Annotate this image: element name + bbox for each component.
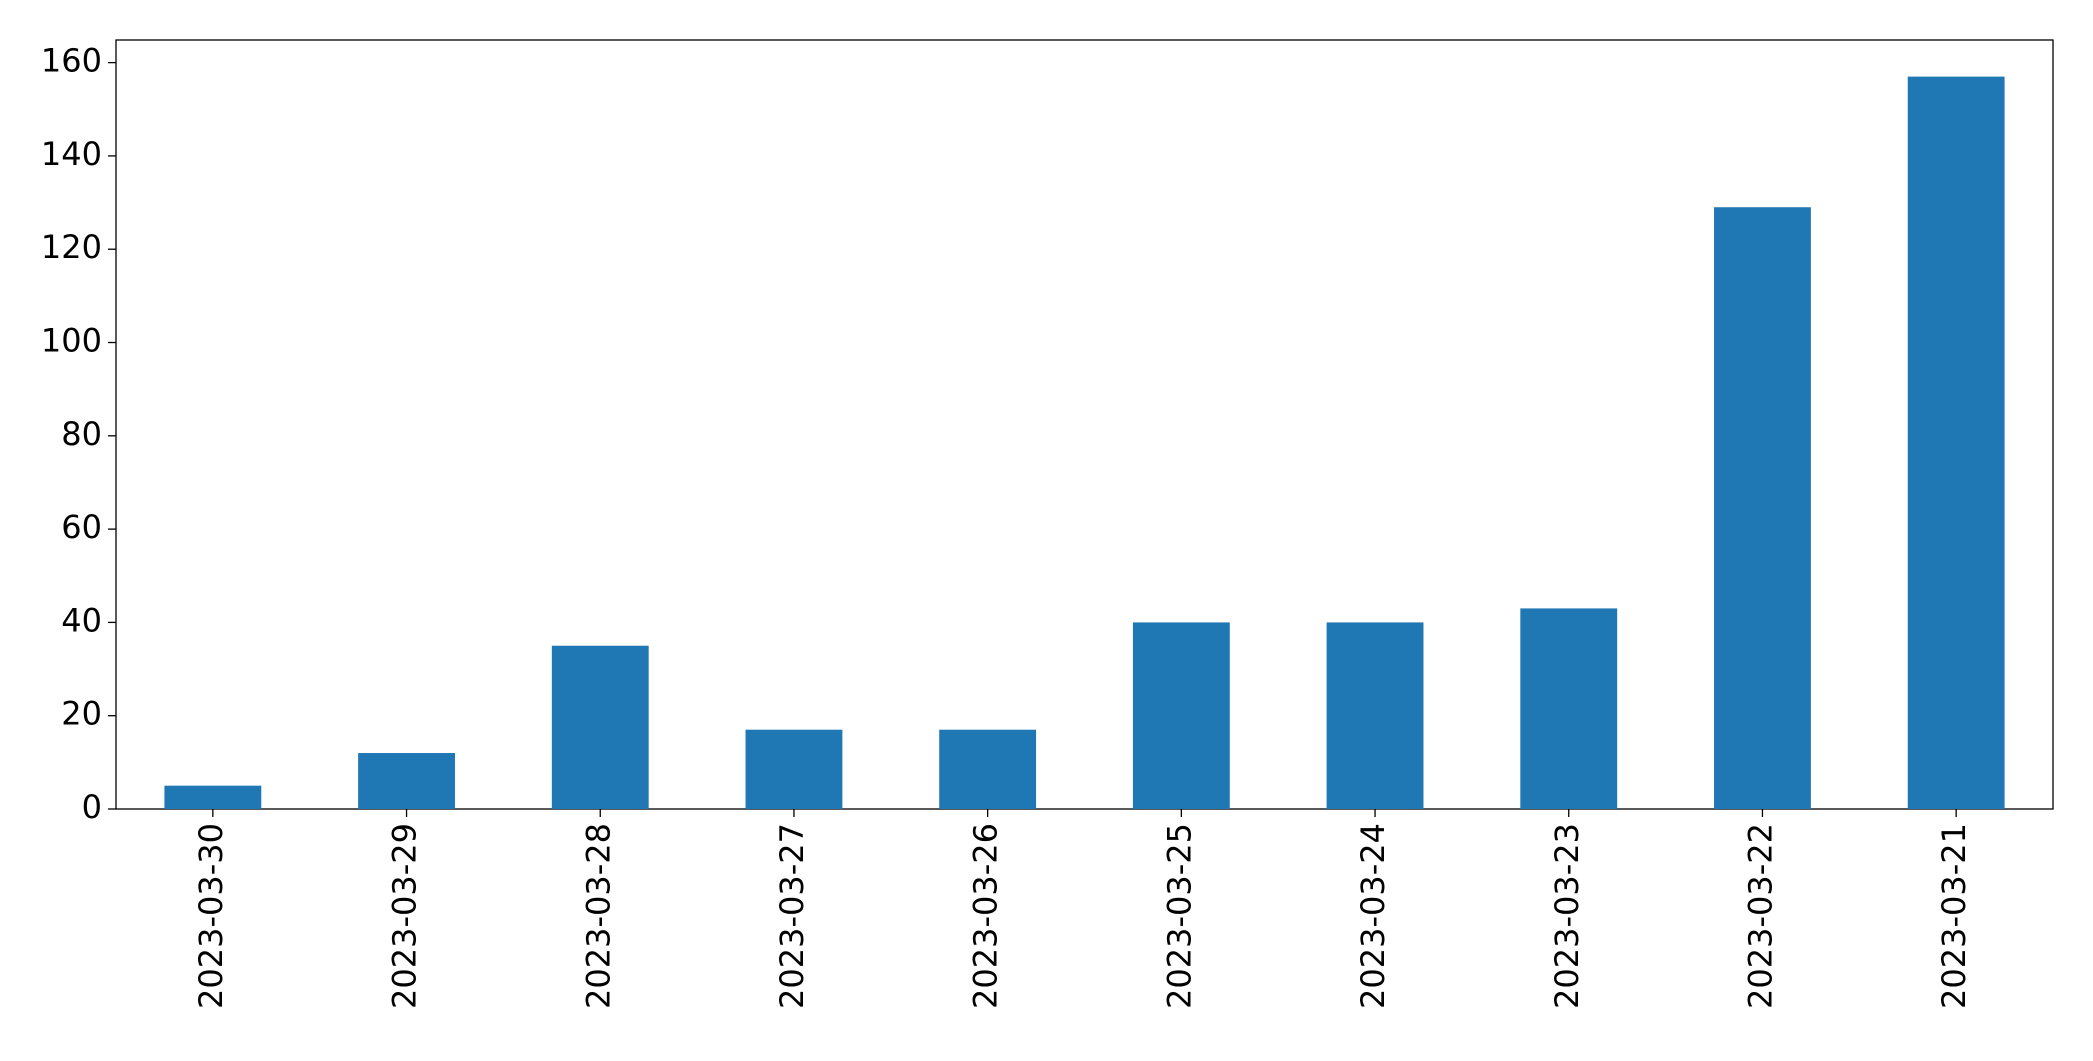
y-tick-label: 120: [41, 228, 102, 266]
bar: [358, 753, 455, 809]
bar: [1907, 76, 2005, 810]
bar: [745, 729, 843, 809]
x-tick-label: 2023-03-25: [1160, 823, 1198, 1009]
y-tick-label: 80: [61, 415, 102, 453]
x-tick-label: 2023-03-22: [1741, 823, 1779, 1009]
x-tick-label: 2023-03-28: [579, 823, 617, 1009]
x-tick-label: 2023-03-24: [1354, 823, 1392, 1009]
x-tick-label: 2023-03-21: [1935, 823, 1973, 1009]
y-tick-label: 40: [61, 601, 102, 639]
plot-frame: [115, 39, 2054, 810]
y-tick-label: 0: [82, 788, 102, 826]
y-tick-label: 160: [41, 42, 102, 80]
x-tick-label: 2023-03-27: [773, 823, 811, 1009]
y-tick-label: 60: [61, 508, 102, 546]
y-tick-label: 140: [41, 135, 102, 173]
y-tick-label: 100: [41, 322, 102, 360]
x-tick-label: 2023-03-29: [386, 823, 424, 1009]
bar: [1520, 608, 1618, 809]
x-tick-label: 2023-03-30: [192, 823, 230, 1009]
bar: [939, 729, 1037, 809]
bar: [1326, 622, 1424, 809]
bar: [1714, 207, 1811, 810]
bar: [551, 645, 649, 809]
x-tick-label: 2023-03-26: [967, 823, 1005, 1009]
bar: [164, 785, 262, 809]
y-tick-label: 20: [61, 695, 102, 733]
bar: [1132, 622, 1230, 809]
x-tick-label: 2023-03-23: [1548, 823, 1586, 1009]
